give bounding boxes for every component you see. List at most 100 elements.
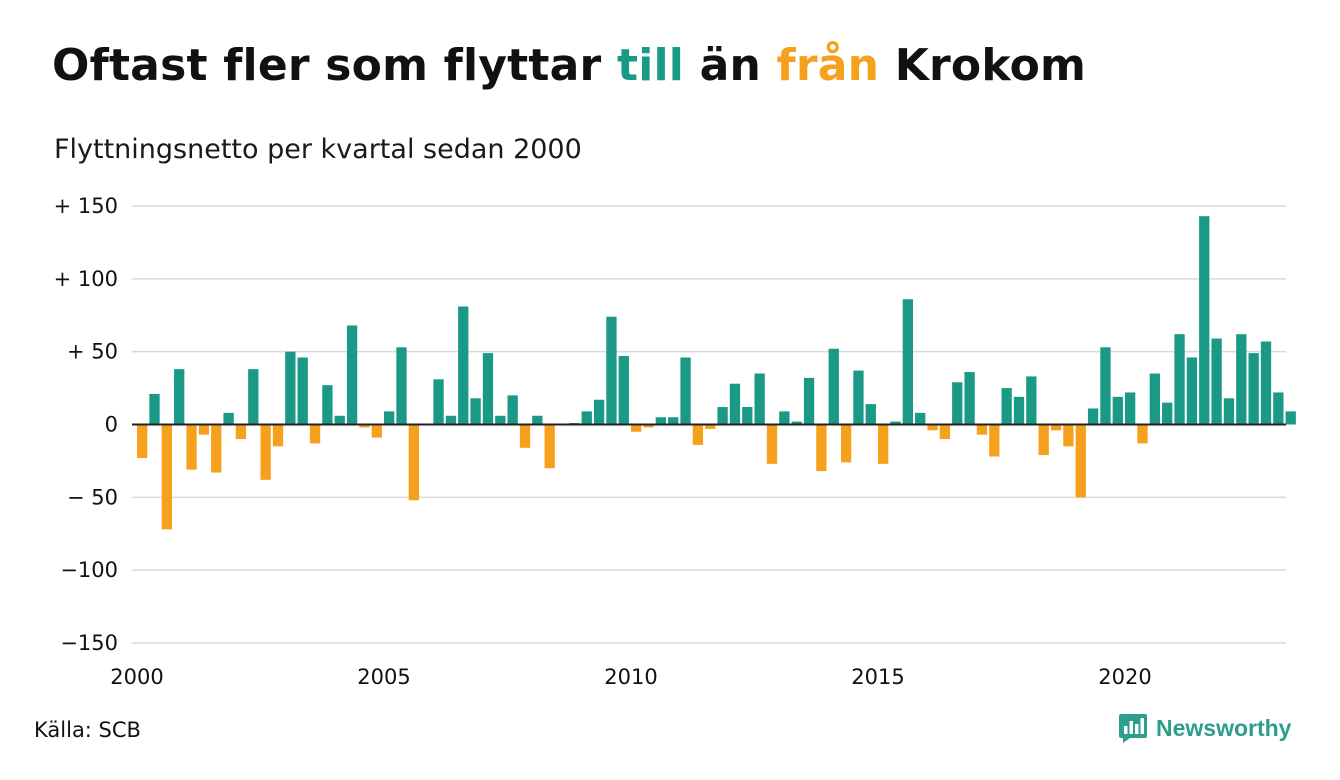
bar-2015-q2 <box>890 421 901 425</box>
bar-2022-q2 <box>1236 334 1247 425</box>
bar-2012-q2 <box>742 407 753 425</box>
title-highlight-from: från <box>776 40 880 91</box>
bar-2008-q1 <box>532 415 543 425</box>
bar-2004-q1 <box>334 415 345 425</box>
bar-2018-q4 <box>1063 424 1074 447</box>
bar-2018-q2 <box>1038 424 1049 456</box>
bar-2002-q2 <box>248 369 259 425</box>
x-tick-label: 2010 <box>604 665 657 689</box>
bar-2017-q2 <box>989 424 1000 457</box>
bar-2012-q3 <box>754 373 765 425</box>
bar-2004-q3 <box>359 424 370 428</box>
bar-2021-q2 <box>1186 357 1198 425</box>
bar-2010-q4 <box>668 417 679 425</box>
bar-2015-q1 <box>878 424 889 464</box>
bar-2016-q2 <box>939 424 951 440</box>
y-tick-label: + 100 <box>54 267 118 291</box>
bar-2012-q1 <box>729 383 741 425</box>
bar-2016-q1 <box>927 424 938 431</box>
bar-2003-q1 <box>285 351 296 425</box>
brand-name: Newsworthy <box>1156 714 1292 741</box>
y-tick-label: + 150 <box>54 194 118 218</box>
bar-2021-q4 <box>1211 338 1222 425</box>
bar-2019-q2 <box>1087 408 1099 425</box>
bar-2013-q2 <box>791 421 802 425</box>
bar-2009-q2 <box>593 399 605 425</box>
bar-2005-q3 <box>408 424 419 501</box>
bar-2007-q3 <box>507 395 518 425</box>
x-tick-label: 2000 <box>110 665 163 689</box>
chart-subtitle: Flyttningsnetto per kvartal sedan 2000 <box>54 134 582 165</box>
bar-2009-q3 <box>606 316 617 425</box>
bar-2016-q4 <box>964 372 975 425</box>
bar-chart: + 150 + 100 + 50 0 − 50 −100 −150 2000 2005 2010… <box>54 194 1296 689</box>
y-axis-ticks: + 150 + 100 + 50 0 − 50 −100 −150 <box>54 194 118 655</box>
y-tick-label: −150 <box>60 631 118 655</box>
source-label: Källa: SCB <box>34 718 141 742</box>
bar-2023-q1 <box>1273 392 1284 425</box>
bar-2014-q4 <box>865 404 876 425</box>
bar-2010-q1 <box>631 424 642 432</box>
bar-2018-q1 <box>1026 376 1037 425</box>
bar-2015-q3 <box>902 299 913 425</box>
bar-2013-q1 <box>779 411 790 425</box>
bar-2007-q1 <box>482 353 494 425</box>
bar-2020-q1 <box>1125 392 1136 425</box>
bar-2004-q4 <box>371 424 382 438</box>
bar-2006-q3 <box>458 306 469 425</box>
y-tick-label: + 50 <box>67 340 118 364</box>
bar-2014-q3 <box>853 370 864 425</box>
chart-title: Oftast fler som flyttar till än från Kro… <box>52 40 1086 91</box>
bar-2006-q4 <box>470 398 481 425</box>
bar-2005-q1 <box>384 411 395 425</box>
y-tick-label: − 50 <box>67 485 118 509</box>
bar-2001-q1 <box>186 424 197 470</box>
bar-2015-q4 <box>915 412 926 425</box>
bar-2023-q2 <box>1285 411 1296 425</box>
bar-2002-q4 <box>272 424 284 447</box>
bar-2000-q4 <box>174 369 185 425</box>
x-tick-label: 2005 <box>357 665 410 689</box>
bar-2011-q3 <box>705 424 716 429</box>
bar-2000-q1 <box>137 424 148 458</box>
title-part-3: Krokom <box>879 40 1087 91</box>
bar-2013-q3 <box>803 377 815 425</box>
bar-2003-q4 <box>322 385 333 425</box>
bar-2020-q2 <box>1137 424 1148 444</box>
bar-2010-q3 <box>655 417 666 425</box>
y-tick-label: 0 <box>105 413 118 437</box>
title-highlight-to: till <box>616 40 685 91</box>
bar-2019-q4 <box>1112 396 1123 425</box>
bar-2012-q4 <box>766 424 778 464</box>
bar-2002-q1 <box>235 424 247 440</box>
bar-2022-q3 <box>1248 353 1259 425</box>
bar-2007-q2 <box>495 415 506 425</box>
y-tick-label: −100 <box>60 558 118 582</box>
brand-logo: Newsworthy <box>1118 712 1291 744</box>
grid-lines <box>132 205 1286 644</box>
bar-2001-q2 <box>198 424 210 435</box>
bar-2014-q1 <box>828 348 839 425</box>
bar-2008-q2 <box>544 424 555 469</box>
bar-2011-q1 <box>680 357 691 425</box>
bar-2018-q3 <box>1050 424 1062 431</box>
bar-2002-q3 <box>260 424 271 480</box>
bar-2003-q2 <box>297 357 308 425</box>
bar-2017-q4 <box>1013 396 1025 425</box>
x-axis-ticks: 2000 2005 2010 2015 2020 <box>110 665 1151 689</box>
newsworthy-chat-chart-icon <box>1119 714 1147 743</box>
bar-2013-q4 <box>816 424 827 472</box>
bar-2003-q3 <box>309 424 321 444</box>
bar-2019-q3 <box>1100 347 1111 425</box>
bar-2016-q3 <box>952 382 963 425</box>
title-part-2: än <box>684 40 777 91</box>
bar-2000-q3 <box>161 424 172 530</box>
bar-2010-q2 <box>643 424 654 428</box>
bar-2009-q1 <box>581 411 592 425</box>
title-part-1: Oftast fler som flyttar <box>52 40 617 91</box>
x-tick-label: 2015 <box>851 665 904 689</box>
x-tick-label: 2020 <box>1098 665 1151 689</box>
bar-2020-q4 <box>1162 402 1173 425</box>
bar-2004-q2 <box>346 325 358 425</box>
bar-2022-q4 <box>1260 341 1272 425</box>
